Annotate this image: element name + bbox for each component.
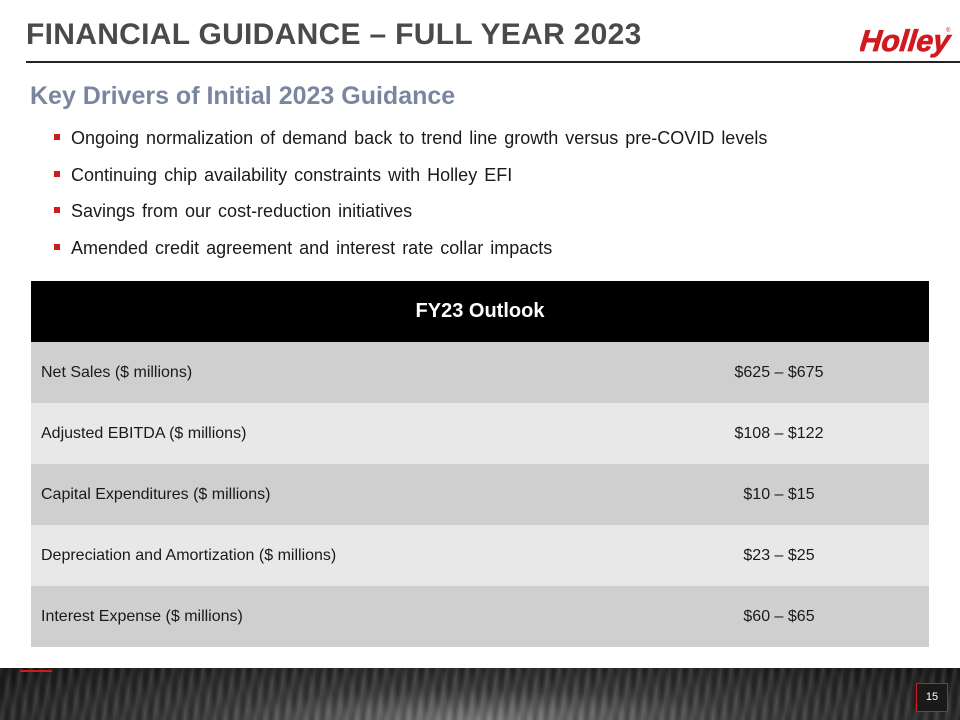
bullet-square-icon [54,134,60,140]
footer-accent-line [20,670,52,672]
row-value: $23 – $25 [629,525,929,586]
bullet-item: Savings from our cost-reduction initiati… [54,198,767,235]
table-row: Depreciation and Amortization ($ million… [31,525,929,586]
bullet-item: Amended credit agreement and interest ra… [54,235,767,272]
row-value: $60 – $65 [629,586,929,647]
svg-text:Holley: Holley [860,25,953,58]
bullet-text: Continuing chip availability constraints… [71,164,513,185]
row-label: Capital Expenditures ($ millions) [31,464,629,525]
bullet-item: Continuing chip availability constraints… [54,162,767,199]
row-value: $108 – $122 [629,403,929,464]
bullet-text: Ongoing normalization of demand back to … [71,128,768,148]
section-subtitle: Key Drivers of Initial 2023 Guidance [30,82,456,110]
table-header: FY23 Outlook [31,281,929,342]
table-row: Adjusted EBITDA ($ millions) $108 – $122 [31,403,929,464]
table-row: Interest Expense ($ millions) $60 – $65 [31,586,929,647]
title-divider [26,61,960,63]
bullet-square-icon [54,207,60,213]
fy23-outlook-table: FY23 Outlook Net Sales ($ millions) $625… [31,281,929,647]
row-label: Depreciation and Amortization ($ million… [31,525,629,586]
row-value: $10 – $15 [629,464,929,525]
slide-title: FINANCIAL GUIDANCE – FULL YEAR 2023 [26,18,642,51]
table-row: Capital Expenditures ($ millions) $10 – … [31,464,929,525]
svg-text:®: ® [946,27,951,34]
bullet-text: Amended credit agreement and interest ra… [71,237,553,258]
row-value: $625 – $675 [629,342,929,403]
bullet-square-icon [54,170,60,177]
footer-band [0,668,960,720]
bullet-text: Savings from our cost-reduction initiati… [71,201,413,221]
table-row: Net Sales ($ millions) $625 – $675 [31,342,929,403]
row-label: Net Sales ($ millions) [31,342,629,403]
row-label: Adjusted EBITDA ($ millions) [31,403,629,464]
key-drivers-list: Ongoing normalization of demand back to … [54,125,767,271]
page-number: 15 [916,683,948,712]
bullet-item: Ongoing normalization of demand back to … [54,125,767,162]
holley-logo: Holley ® [860,25,953,59]
row-label: Interest Expense ($ millions) [31,586,629,647]
bullet-square-icon [54,243,60,250]
